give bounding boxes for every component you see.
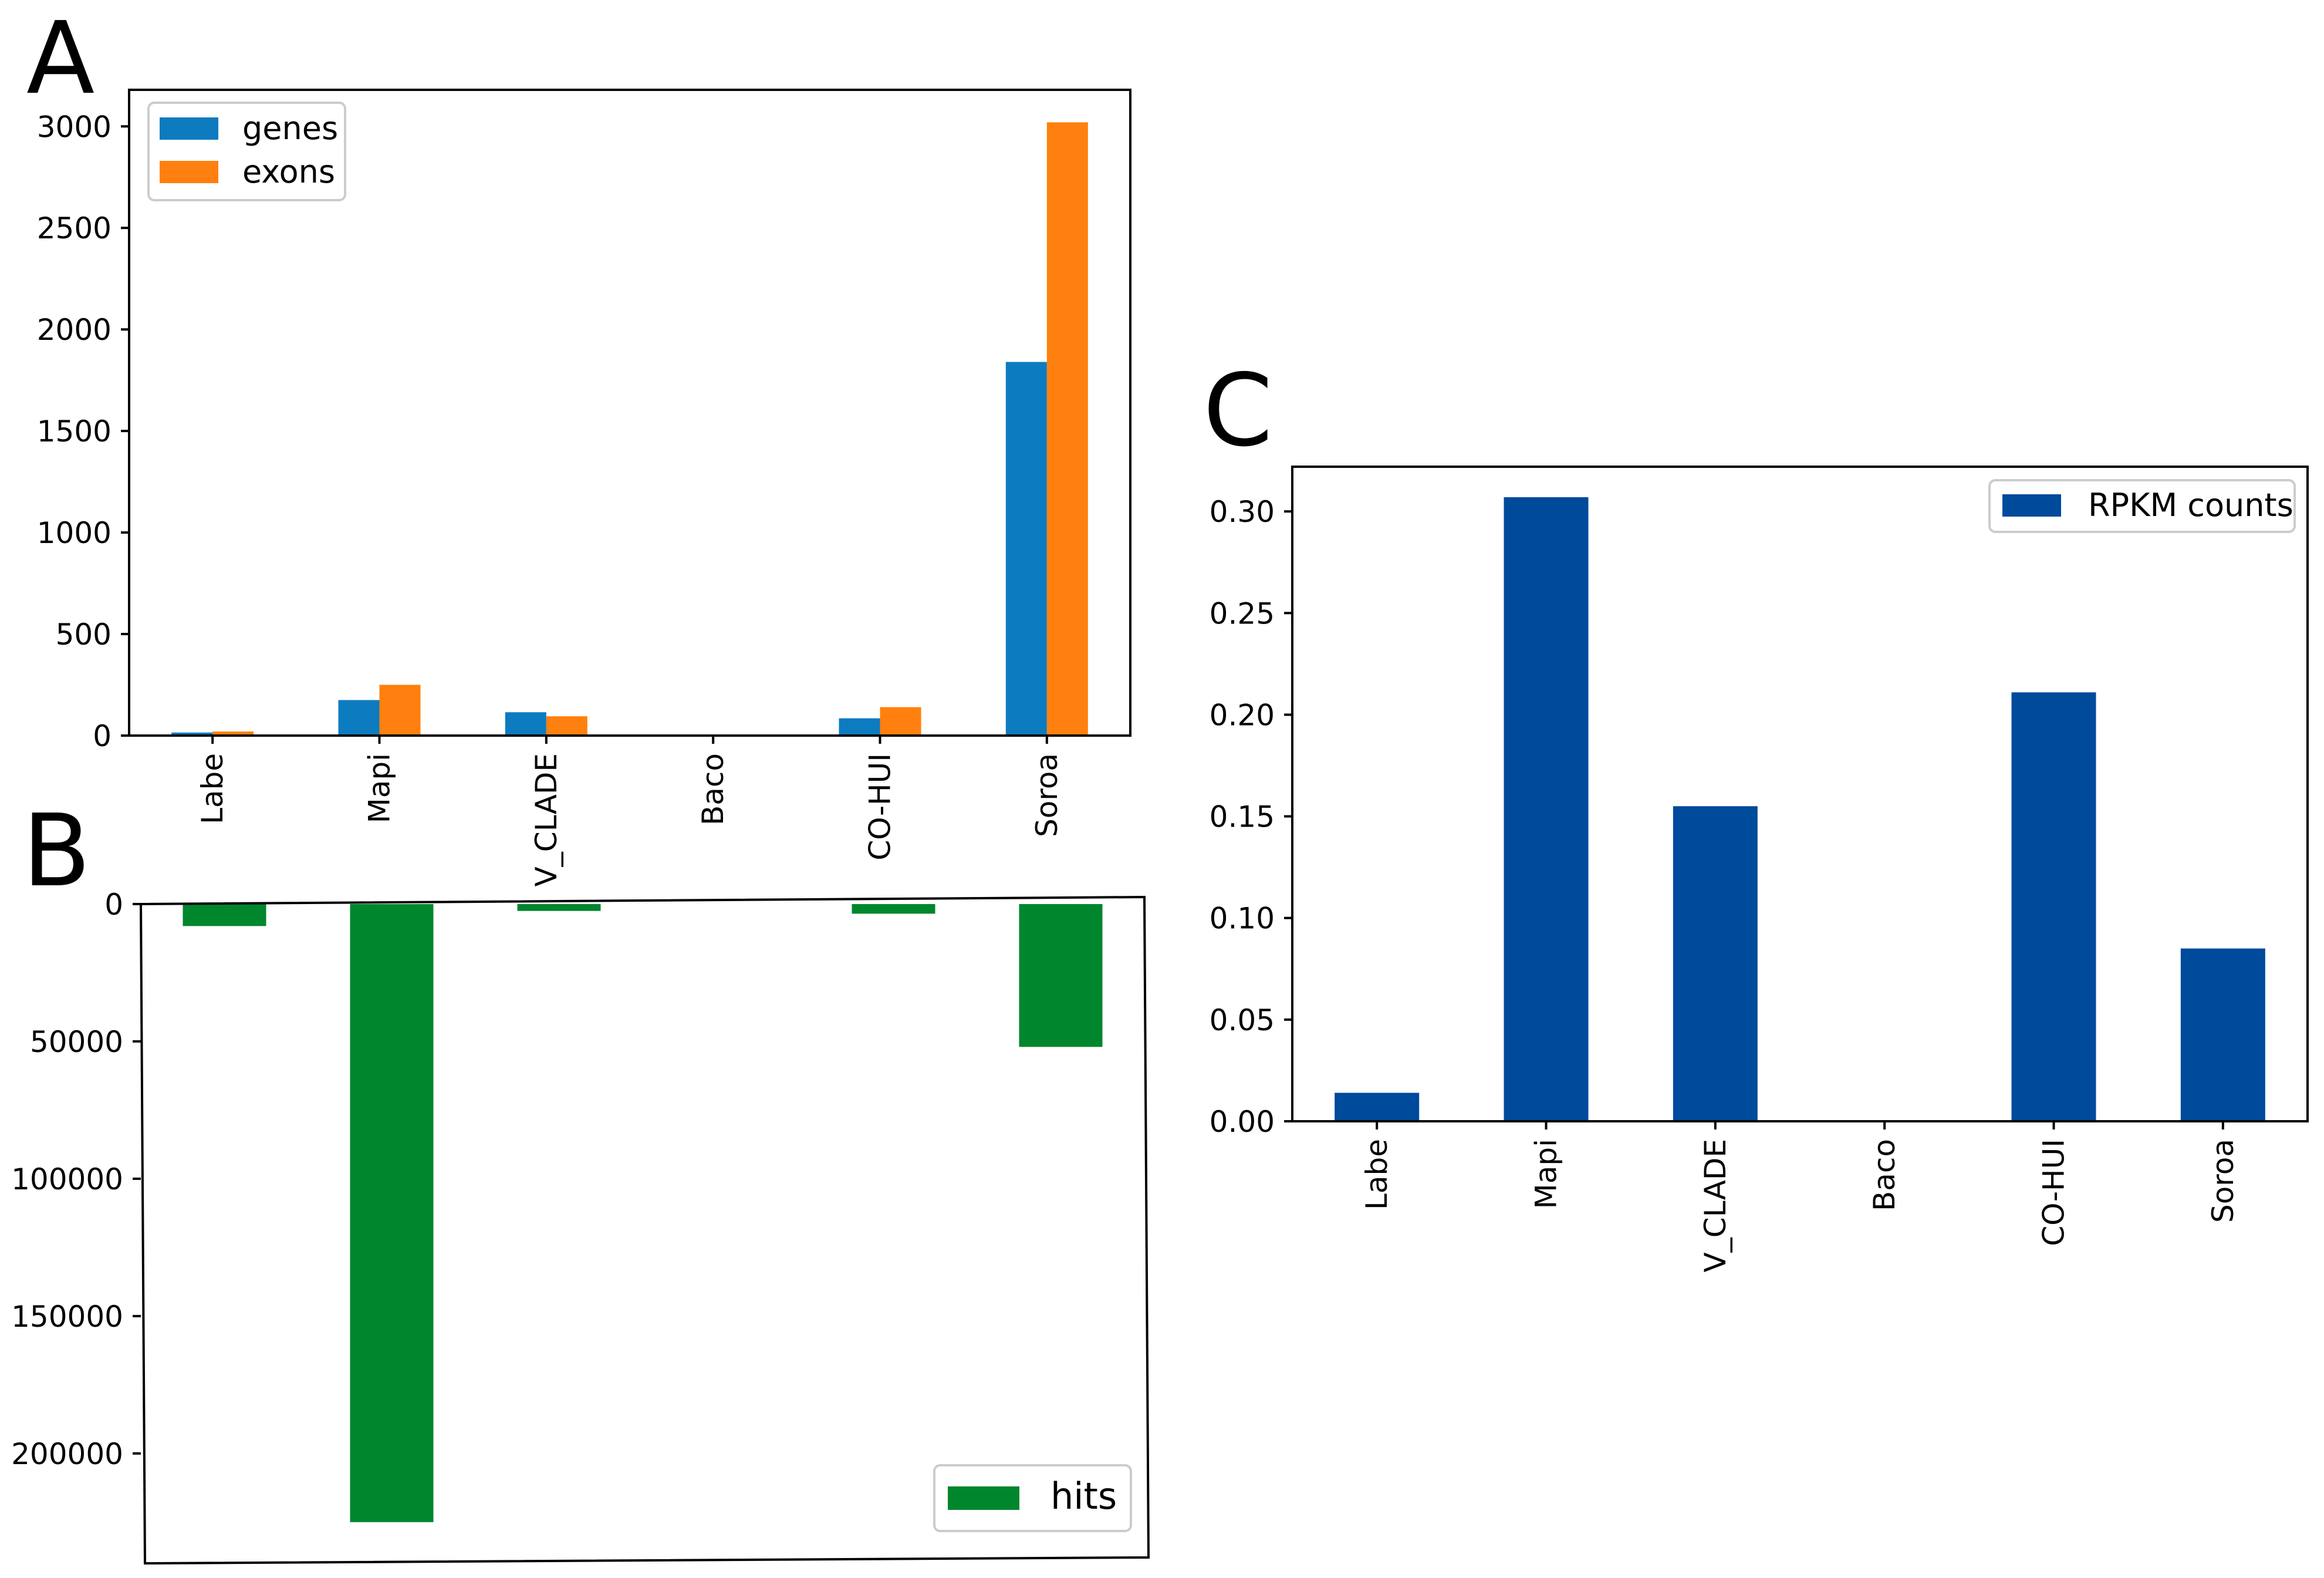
panel-c-x-axis: Labe Mapi V_CLADE Baco CO-HUI Soroa	[1360, 1121, 2240, 1272]
panel-a-chart: 0 500 1000 1500 2000 2500 3000 Labe Mapi V_CLADE…	[37, 89, 1131, 886]
x-tick-label-labe: Labe	[1360, 1139, 1394, 1210]
bar-genes-labe	[171, 732, 213, 736]
y-tick-label: 1500	[37, 414, 112, 449]
legend-label-exons: exons	[242, 153, 335, 190]
legend-swatch-rpkm	[2002, 494, 2061, 517]
bar-hits-v-clade	[517, 904, 601, 911]
bar-hits-co-hui	[852, 904, 935, 914]
bar-rpkm-v-clade	[1673, 806, 1758, 1121]
bar-hits-labe	[183, 904, 266, 926]
panel-b-legend: hits	[933, 1464, 1132, 1532]
bar-hits-soroa	[1019, 904, 1103, 1047]
panel-c-frame	[1291, 466, 2309, 1122]
y-tick-label: 0.20	[1210, 698, 1275, 732]
y-tick-label: 500	[56, 618, 112, 652]
y-tick-label: 0	[104, 888, 123, 922]
panel-b-chart: 0 50000 100000 150000 200000 hits	[11, 888, 1150, 1565]
y-tick-label: 3000	[37, 110, 112, 144]
legend-box	[933, 1464, 1132, 1532]
x-tick-label-v-clade: V_CLADE	[1698, 1139, 1732, 1272]
bar-genes-mapi	[338, 700, 380, 736]
panel-label-a: A	[26, 1, 94, 117]
panel-label-b: B	[22, 793, 91, 909]
x-tick-label-soroa: Soroa	[2206, 1139, 2240, 1223]
legend-swatch-genes	[160, 117, 218, 140]
legend-label-genes: genes	[242, 110, 338, 147]
x-tick-label-baco: Baco	[696, 753, 730, 825]
panel-c-bars	[1335, 497, 2265, 1122]
x-tick-label-mapi: Mapi	[363, 753, 397, 823]
panel-a-y-axis: 0 500 1000 1500 2000 2500 3000	[37, 110, 129, 753]
y-tick-label: 2500	[37, 211, 112, 245]
x-tick-label-labe: Labe	[195, 753, 229, 824]
panel-b-y-axis: 0 50000 100000 150000 200000	[11, 888, 141, 1471]
panel-b-frame	[139, 895, 1150, 1565]
y-tick-label: 0.10	[1210, 902, 1275, 936]
y-tick-label: 0.25	[1210, 596, 1275, 630]
panel-c-chart: 0.00 0.05 0.10 0.15 0.20 0.25 0.30 Labe Mapi V_C…	[1210, 466, 2309, 1272]
panel-label-c: C	[1203, 353, 1273, 469]
x-tick-label-baco: Baco	[1867, 1139, 1901, 1211]
bar-rpkm-soroa	[2180, 948, 2265, 1121]
bar-rpkm-mapi	[1504, 497, 1589, 1122]
bar-exons-labe	[212, 731, 254, 736]
bar-genes-soroa	[1005, 362, 1047, 736]
legend-box	[1988, 479, 2296, 533]
y-tick-label: 0.30	[1210, 495, 1275, 529]
y-tick-label: 2000	[37, 313, 112, 347]
y-tick-label: 0.15	[1210, 800, 1275, 834]
y-tick-label: 1000	[37, 516, 112, 550]
panel-a-legend: genes exons	[147, 102, 346, 201]
panel-c-legend: RPKM counts	[1988, 479, 2296, 533]
x-tick-label-co-hui: CO-HUI	[2037, 1139, 2071, 1246]
legend-swatch-hits	[948, 1486, 1019, 1510]
bar-exons-soroa	[1046, 122, 1088, 736]
panel-c-y-axis: 0.00 0.05 0.10 0.15 0.20 0.25 0.30	[1210, 495, 1292, 1139]
x-tick-label-co-hui: CO-HUI	[863, 753, 897, 861]
bar-exons-co-hui	[880, 707, 921, 736]
y-tick-label: 0.05	[1210, 1003, 1275, 1037]
bar-hits-mapi	[350, 904, 434, 1522]
x-tick-label-v-clade: V_CLADE	[529, 753, 563, 886]
legend-label-rpkm: RPKM counts	[2088, 487, 2293, 524]
x-tick-label-mapi: Mapi	[1529, 1139, 1563, 1209]
panel-a-frame	[128, 89, 1131, 737]
bar-rpkm-co-hui	[2011, 692, 2096, 1121]
y-tick-label: 150000	[11, 1300, 123, 1334]
bar-exons-v-clade	[546, 716, 587, 736]
x-tick-label-soroa: Soroa	[1030, 753, 1064, 837]
y-tick-label: 200000	[11, 1437, 123, 1471]
y-tick-label: 0	[93, 719, 112, 753]
y-tick-label: 100000	[11, 1162, 123, 1196]
y-tick-label: 0.00	[1210, 1105, 1275, 1139]
panel-b-bars	[183, 904, 1103, 1522]
panel-a-x-axis: Labe Mapi V_CLADE Baco CO-HUI Soroa	[195, 736, 1064, 886]
bar-genes-co-hui	[839, 718, 880, 736]
panel-a-bars	[171, 122, 1088, 736]
bar-rpkm-labe	[1335, 1093, 1420, 1121]
bar-exons-mapi	[379, 685, 421, 736]
y-tick-label: 50000	[30, 1025, 123, 1059]
legend-label-hits: hits	[1050, 1475, 1117, 1518]
bar-genes-v-clade	[505, 712, 546, 736]
legend-swatch-exons	[160, 161, 218, 183]
